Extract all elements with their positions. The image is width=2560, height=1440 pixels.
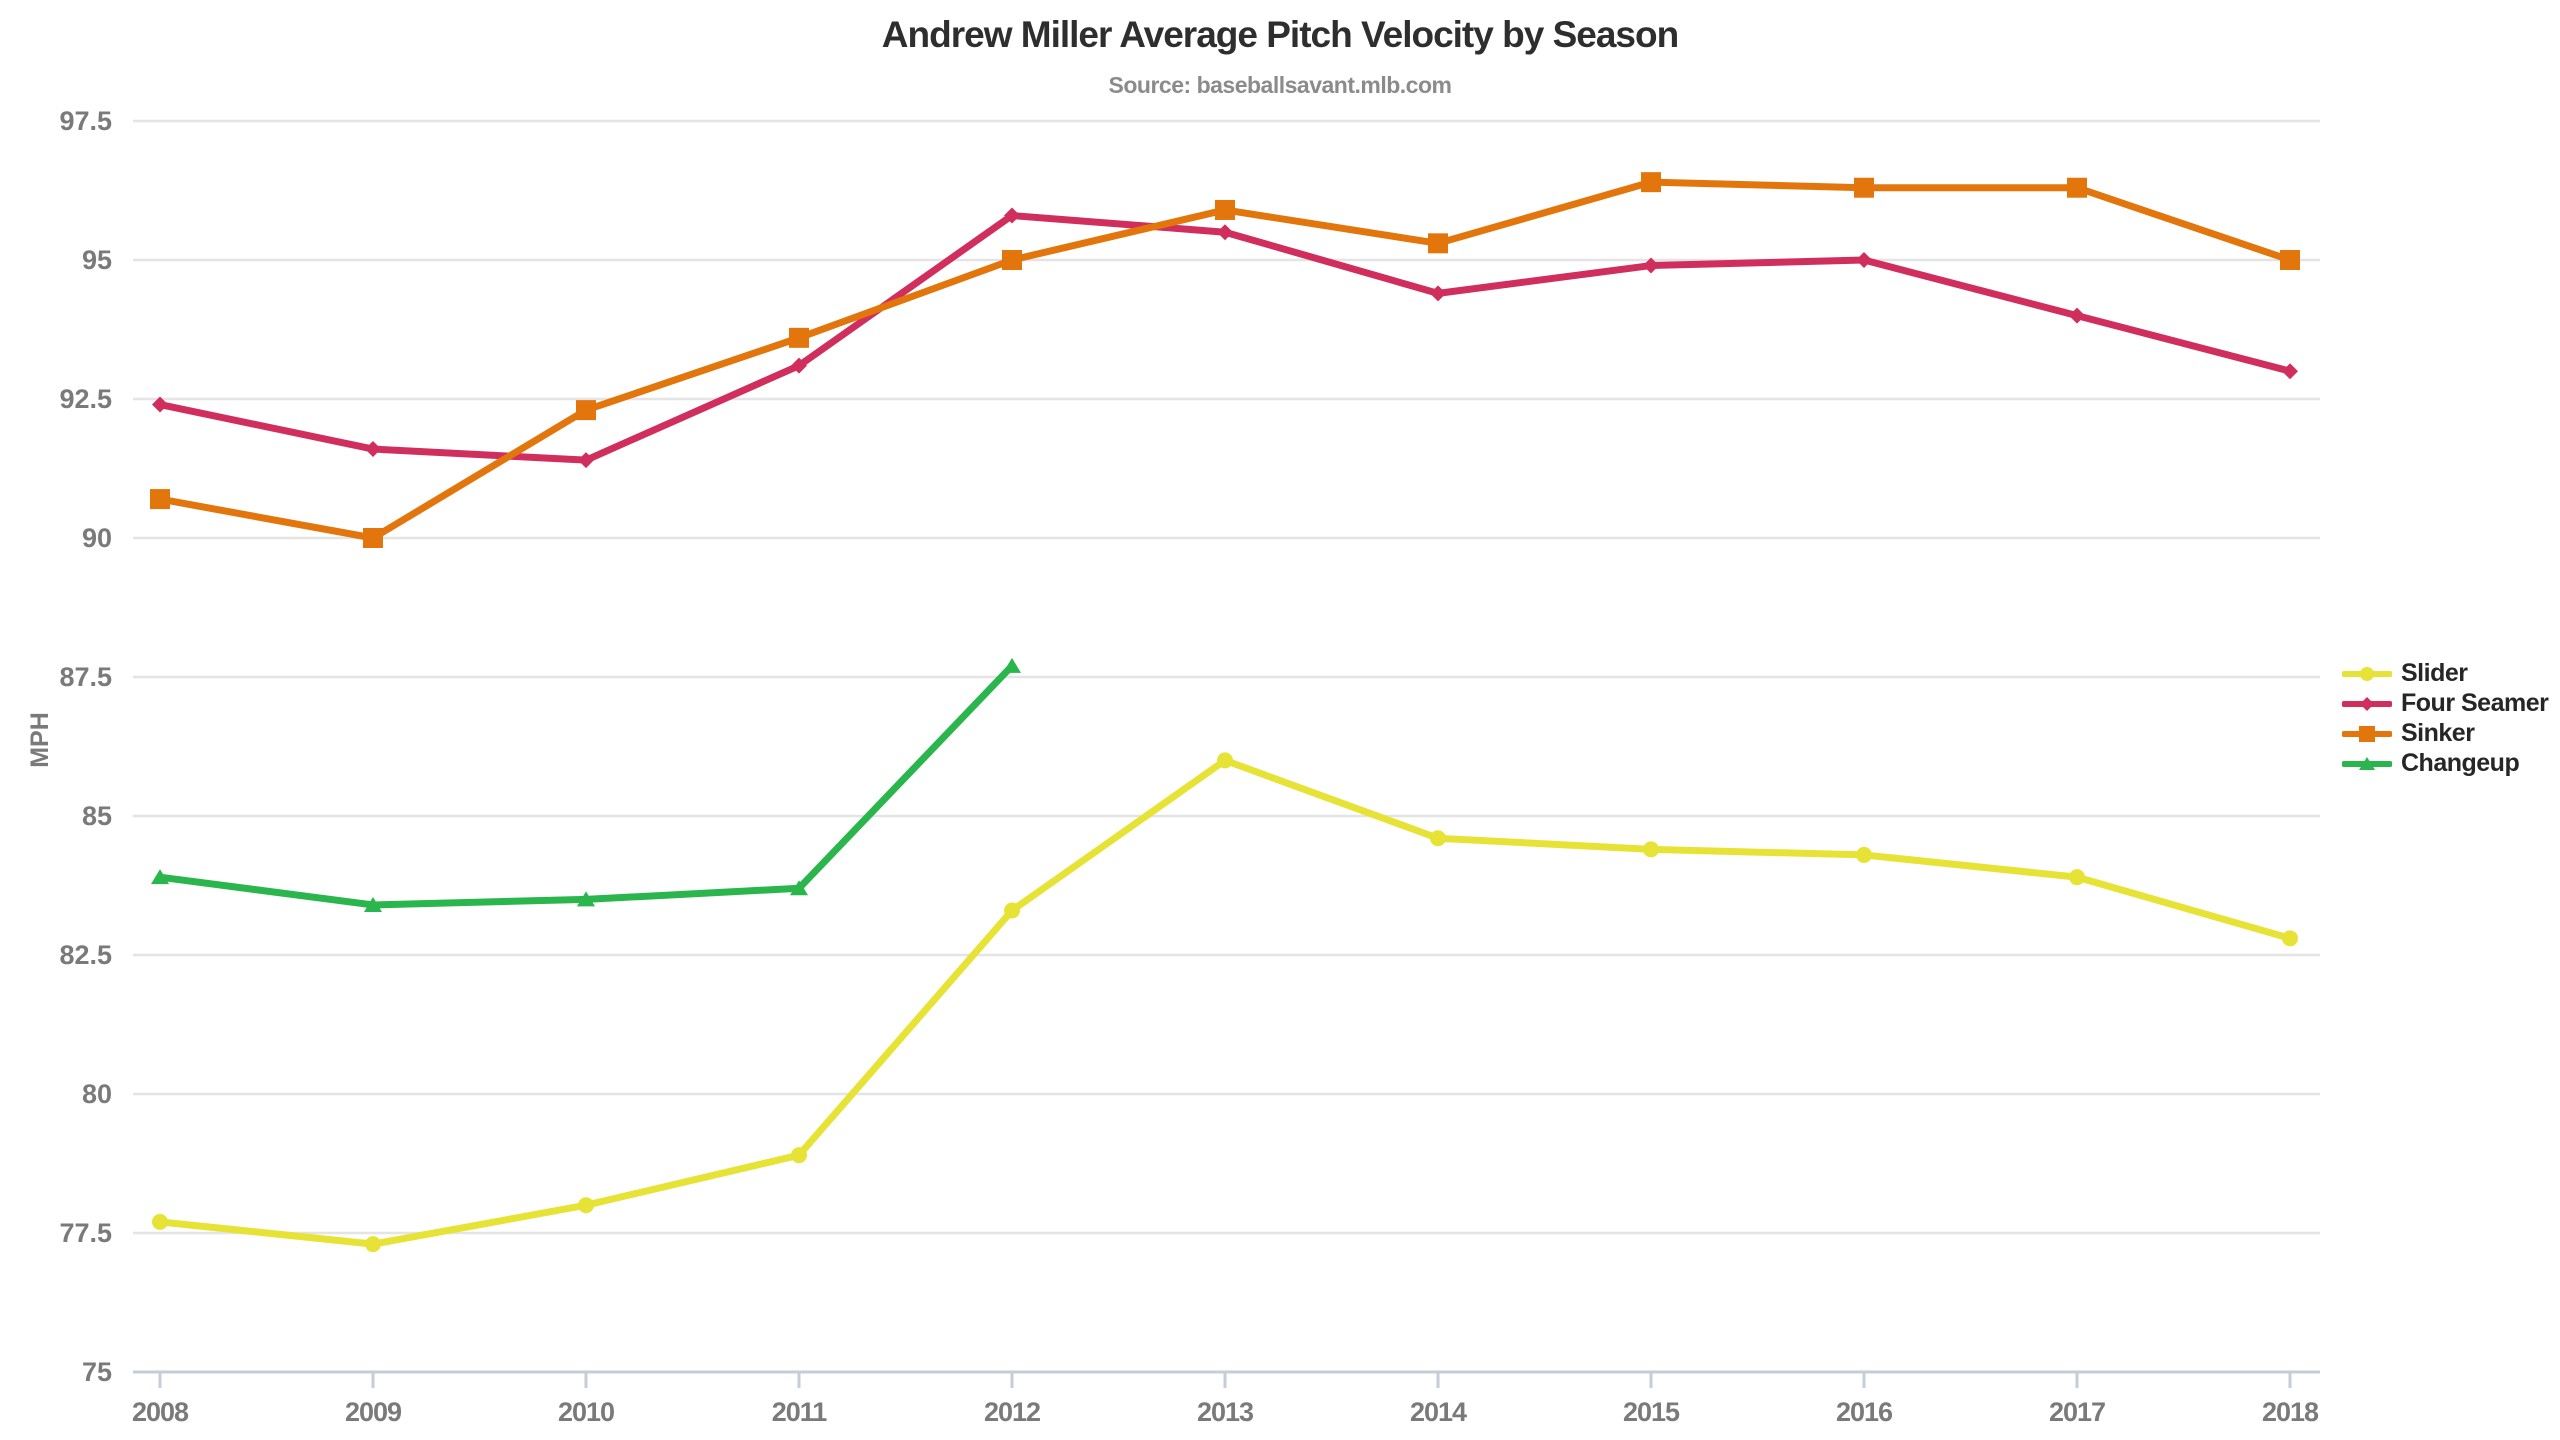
data-point — [2069, 869, 2085, 886]
y-tick-label: 85 — [82, 801, 112, 831]
data-point — [1004, 207, 1020, 224]
legend-swatch-circle-icon — [2342, 666, 2392, 681]
legend-item-four-seamer: Four Seamer — [2342, 689, 2549, 717]
legend-swatch-triangle-icon — [2342, 756, 2392, 770]
data-point — [151, 869, 169, 885]
series-line — [156, 756, 2294, 1248]
data-point — [363, 528, 383, 548]
y-tick-label: 92.5 — [59, 384, 112, 414]
data-point — [365, 1236, 381, 1253]
legend-label: Changeup — [2401, 749, 2520, 777]
data-point — [791, 357, 807, 374]
x-axis-labels: 2008 2009 2010 2011 2012 2013 2014 2015 2016 2017… — [132, 1397, 2320, 1427]
data-point — [364, 896, 382, 912]
series-four-seamer — [152, 207, 2298, 469]
x-tick-label: 2017 — [2049, 1397, 2105, 1427]
x-tick-label: 2018 — [2262, 1397, 2319, 1427]
data-point — [789, 327, 809, 348]
series-line — [156, 662, 1016, 909]
series-line — [156, 212, 2294, 464]
data-point — [1002, 250, 1022, 270]
data-point — [1428, 233, 1448, 254]
y-tick-label: 75 — [82, 1357, 112, 1387]
legend-label: Slider — [2401, 659, 2468, 687]
data-point — [365, 441, 381, 458]
x-tick-label: 2009 — [345, 1397, 402, 1427]
legend-item-sinker: Sinker — [2342, 719, 2548, 747]
y-tick-label: 90 — [82, 523, 112, 553]
legend-swatch-diamond-icon — [2342, 696, 2392, 711]
data-point — [1854, 177, 1874, 198]
legend-swatch-square-icon — [2342, 725, 2392, 742]
x-tick-label: 2008 — [132, 1397, 189, 1427]
x-tick-label: 2016 — [1836, 1397, 1893, 1427]
x-tick-label: 2012 — [984, 1397, 1040, 1427]
chart-source-subtitle: Source: baseballsavant.mlb.com — [1108, 72, 1452, 98]
data-point — [2282, 363, 2298, 380]
data-point — [2282, 930, 2298, 947]
y-tick-label: 97.5 — [59, 106, 112, 136]
chart-title: Andrew Miller Average Pitch Velocity by … — [881, 14, 1679, 55]
data-point — [152, 396, 168, 413]
series-slider — [152, 752, 2298, 1253]
data-point — [576, 400, 596, 421]
data-point — [578, 1197, 594, 1214]
x-tick-label: 2010 — [558, 1397, 614, 1427]
data-point — [1217, 224, 1233, 241]
series-changeup — [151, 657, 1021, 912]
legend-label: Sinker — [2401, 719, 2475, 747]
y-tick-label: 87.5 — [59, 662, 112, 692]
y-axis-title: MPH — [26, 712, 54, 768]
legend-label: Four Seamer — [2401, 689, 2549, 717]
data-point — [791, 1147, 807, 1164]
x-tick-label: 2015 — [1623, 1397, 1680, 1427]
data-point — [1856, 252, 1872, 268]
y-axis-labels: 75 77.5 80 82.5 85 87.5 90 92.5 95 97.5 — [59, 106, 112, 1387]
data-point — [150, 489, 170, 510]
data-point — [152, 1213, 168, 1230]
chart-legend: Slider Four Seamer Sinker Changeup — [2342, 659, 2549, 777]
x-tick-label: 2011 — [772, 1397, 828, 1427]
y-tick-label: 82.5 — [59, 940, 112, 970]
gridlines — [133, 119, 2320, 1235]
data-point — [577, 891, 595, 907]
data-point — [1856, 846, 1872, 863]
data-point — [2280, 250, 2300, 270]
x-tick-label: 2014 — [1410, 1397, 1467, 1427]
data-point — [1643, 257, 1659, 274]
data-point — [1430, 285, 1446, 302]
x-tick-label: 2013 — [1197, 1397, 1254, 1427]
data-point — [2069, 307, 2085, 324]
legend-item-changeup: Changeup — [2342, 749, 2548, 777]
data-point — [1003, 657, 1021, 673]
data-point — [578, 452, 594, 469]
series-sinker — [150, 172, 2300, 548]
x-axis — [133, 1370, 2320, 1388]
data-point — [1641, 172, 1661, 193]
data-point — [1004, 902, 1020, 919]
legend-item-slider: Slider — [2342, 659, 2548, 687]
data-point — [1215, 199, 1235, 220]
data-point — [1430, 830, 1446, 847]
y-tick-label: 80 — [82, 1079, 112, 1109]
y-tick-label: 95 — [82, 245, 112, 275]
y-tick-label: 77.5 — [59, 1218, 112, 1248]
data-point — [2067, 177, 2087, 198]
data-point — [790, 880, 808, 896]
data-point — [1643, 841, 1659, 858]
data-point — [1217, 752, 1233, 769]
